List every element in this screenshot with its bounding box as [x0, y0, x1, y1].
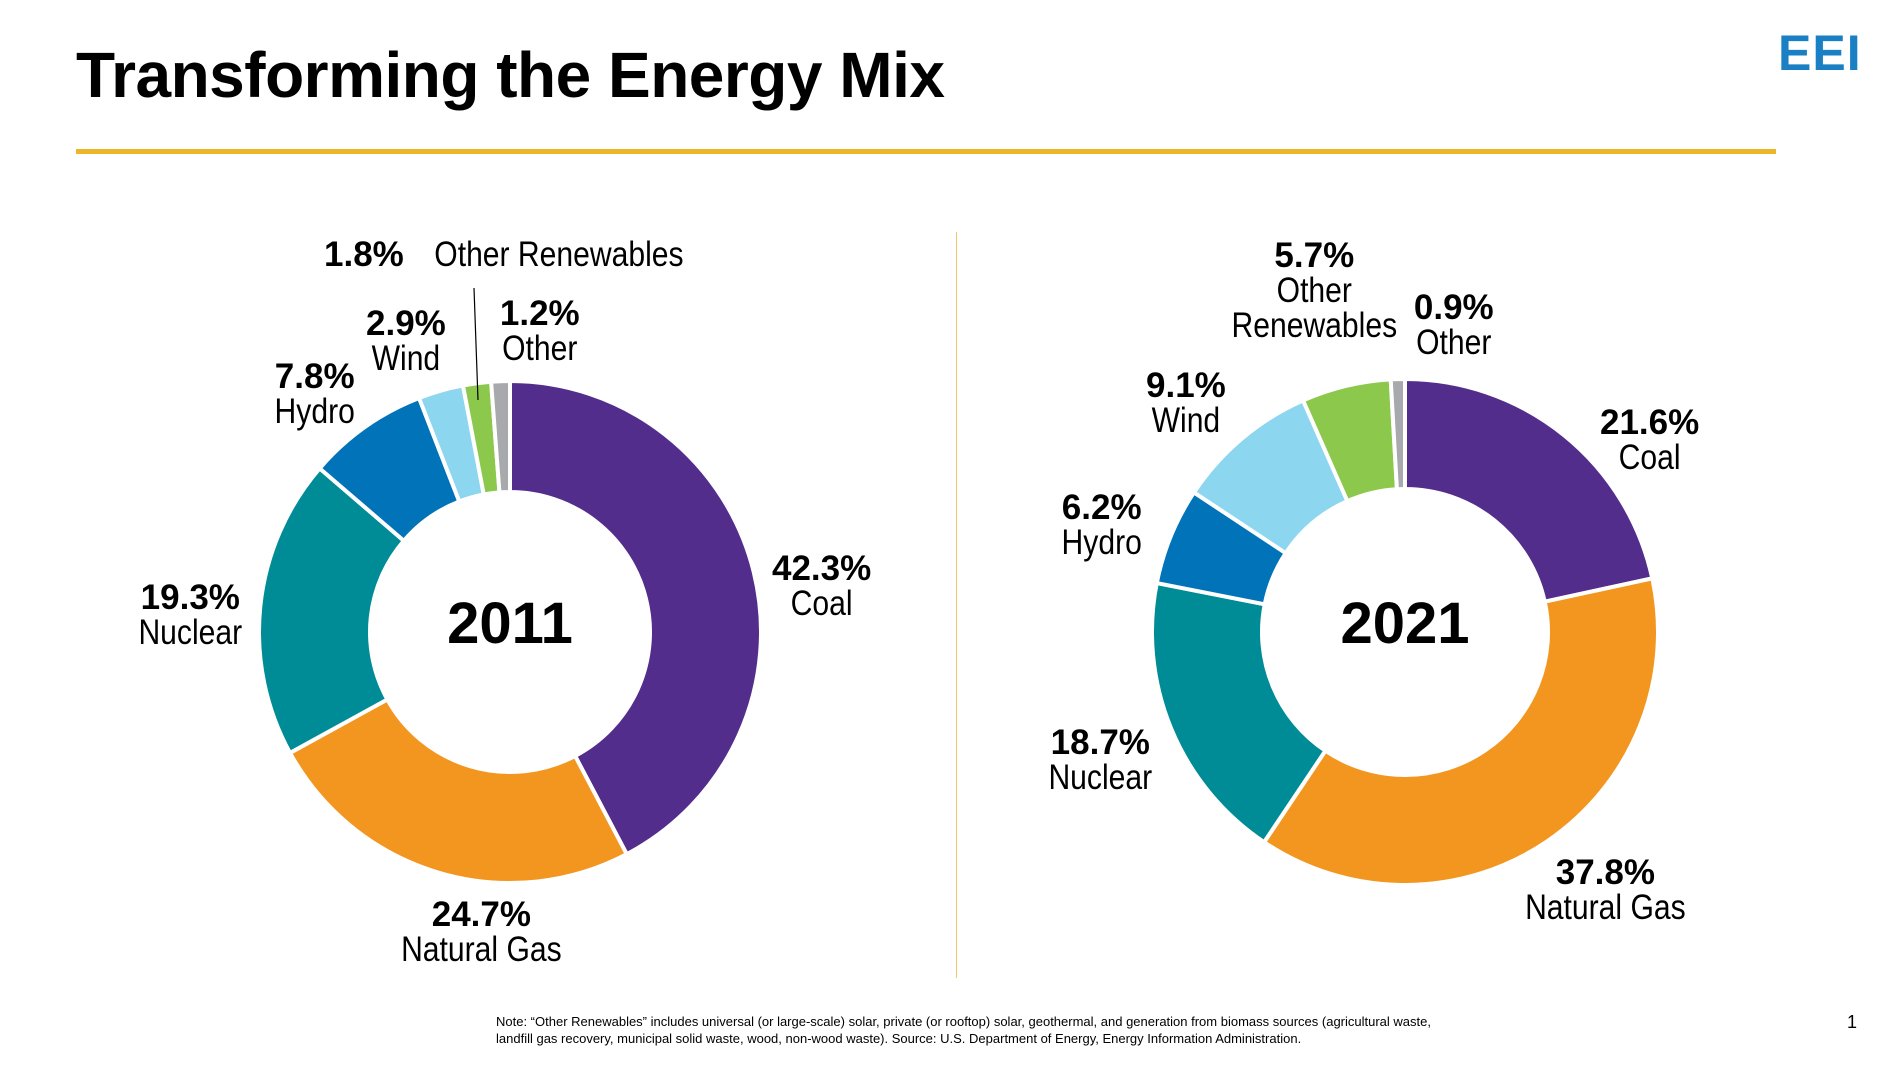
label-2021-other-renewables-name-line2: Renewables	[1231, 306, 1398, 345]
page-number: 1	[1847, 1012, 1858, 1032]
label-2011-nuclear-name: Nuclear	[138, 613, 243, 652]
label-2011-other-name: Other	[502, 329, 578, 368]
label-2021-nuclear-pct: 18.7%	[1050, 723, 1150, 762]
label-2011-coal: 42.3% Coal	[772, 551, 871, 621]
other-renewables-2011-leader-line	[473, 287, 479, 401]
eei-logo: EEI	[1778, 25, 1862, 81]
label-2011-other: 1.2% Other	[496, 296, 584, 366]
label-2011-natural-gas-name: Natural Gas	[401, 930, 562, 969]
label-2011-natural-gas: 24.7% Natural Gas	[388, 897, 575, 967]
label-2011-wind: 2.9% Wind	[366, 306, 446, 376]
label-2011-hydro-name: Hydro	[274, 392, 355, 431]
label-2021-nuclear: 18.7% Nuclear	[1040, 725, 1161, 795]
label-2021-wind-name: Wind	[1151, 401, 1221, 440]
label-2021-coal-pct: 21.6%	[1600, 403, 1700, 442]
label-2011-other-renewables-pct: 1.8%	[324, 235, 404, 274]
label-2021-other-pct: 0.9%	[1413, 288, 1494, 327]
label-2021-other-renewables-pct: 5.7%	[1274, 236, 1355, 275]
donut-2021	[1150, 376, 1660, 887]
slice-2021-natural-gas	[1261, 575, 1660, 887]
label-2011-natural-gas-pct: 24.7%	[431, 895, 531, 934]
label-2021-natural-gas-name: Natural Gas	[1525, 888, 1686, 927]
center-label-2021: 2021	[1340, 591, 1469, 656]
label-2021-hydro: 6.2% Hydro	[1055, 490, 1148, 560]
label-2021-other-renewables: 5.7% Other Renewables	[1218, 238, 1411, 343]
footnote: Note: “Other Renewables” includes univer…	[496, 1014, 1431, 1046]
slice-2021-nuclear	[1150, 580, 1329, 845]
label-2021-wind: 9.1% Wind	[1146, 368, 1226, 438]
label-2011-hydro-pct: 7.8%	[274, 357, 355, 396]
label-2021-other-renewables-name-line1: Other	[1276, 271, 1352, 310]
chart-divider	[956, 232, 957, 978]
label-2021-hydro-pct: 6.2%	[1061, 488, 1142, 527]
donut-2011	[257, 378, 763, 885]
page-title: Transforming the Energy Mix	[76, 39, 945, 111]
slice-2011-natural-gas	[287, 696, 630, 885]
label-2021-coal: 21.6% Coal	[1600, 405, 1699, 475]
label-2021-nuclear-name: Nuclear	[1048, 758, 1153, 797]
label-2021-natural-gas: 37.8% Natural Gas	[1512, 855, 1699, 925]
title-rule	[76, 149, 1776, 154]
label-2021-hydro-name: Hydro	[1061, 523, 1142, 562]
slice-2011-other	[488, 378, 512, 495]
label-2011-wind-pct: 2.9%	[366, 304, 446, 343]
label-2011-hydro: 7.8% Hydro	[268, 359, 361, 429]
label-2011-coal-name: Coal	[790, 584, 853, 623]
label-2011-other-pct: 1.2%	[499, 294, 580, 333]
label-2021-wind-pct: 9.1%	[1146, 366, 1226, 405]
label-2011-nuclear-pct: 19.3%	[140, 578, 240, 617]
label-2011-other-renewables-name: Other Renewables	[434, 235, 684, 274]
slice-2021-other	[1388, 376, 1407, 492]
center-label-2011: 2011	[447, 591, 573, 656]
label-2021-other-name: Other	[1416, 323, 1492, 362]
label-2021-coal-name: Coal	[1618, 438, 1681, 477]
slice-2011-coal	[508, 378, 763, 857]
label-2011-wind-name: Wind	[371, 339, 441, 378]
label-2021-other: 0.9% Other	[1410, 290, 1498, 360]
label-2021-natural-gas-pct: 37.8%	[1555, 853, 1655, 892]
slice-2011-nuclear	[257, 465, 407, 756]
label-2011-other-renewables: 1.8% Other Renewables	[324, 237, 704, 272]
label-2011-coal-pct: 42.3%	[772, 549, 872, 588]
label-2011-nuclear: 19.3% Nuclear	[130, 580, 251, 650]
slice-2021-coal	[1403, 376, 1655, 605]
